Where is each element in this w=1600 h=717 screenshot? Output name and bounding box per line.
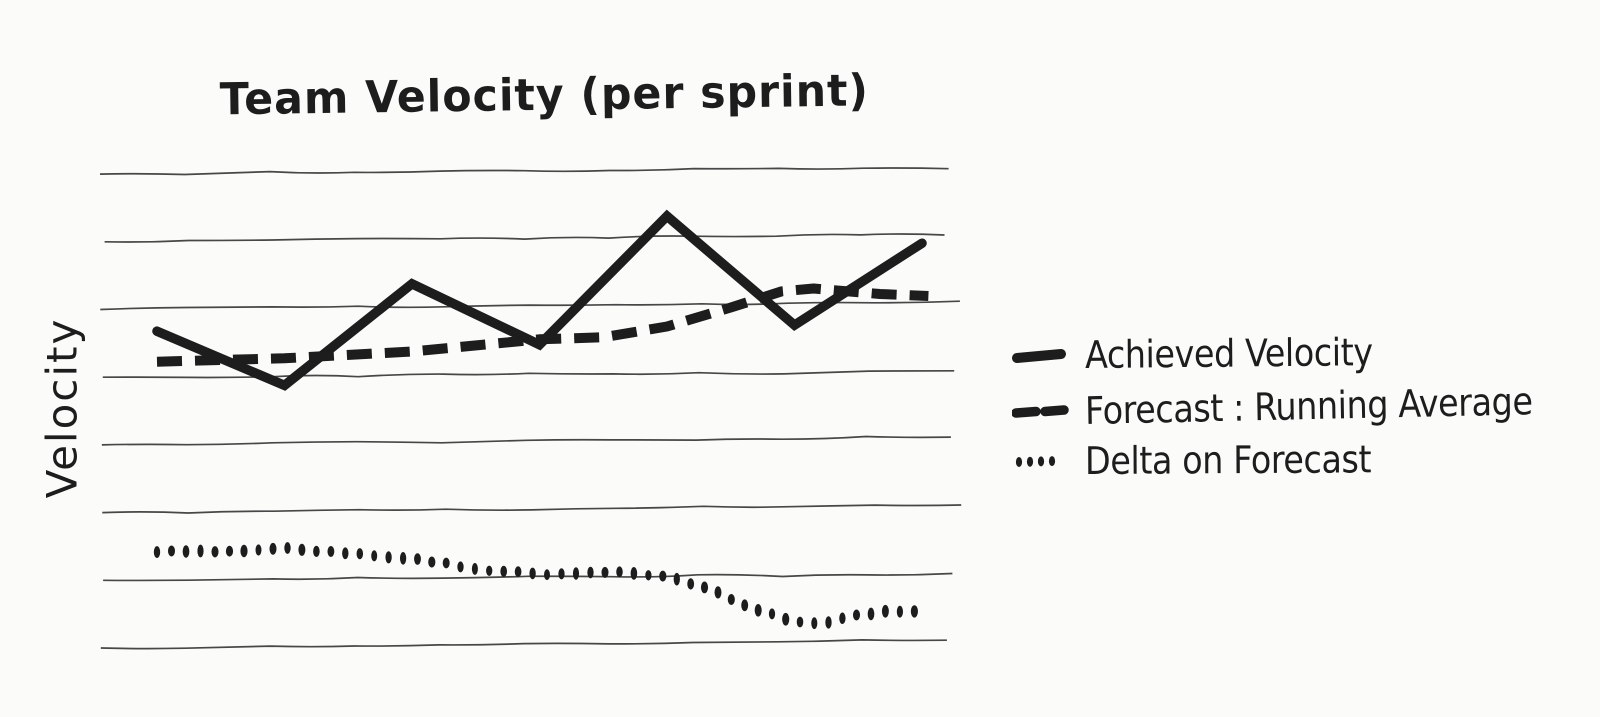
legend-item-achieved-velocity: Achieved Velocity	[1012, 330, 1412, 380]
legend-swatch-dotted-line-icon	[1015, 456, 1056, 467]
legend-label-achieved-velocity: Achieved Velocity	[1084, 330, 1373, 377]
legend-swatch-solid-line-icon	[1012, 349, 1066, 363]
legend-label-delta-on-forecast: Delta on Forecast	[1084, 437, 1372, 483]
legend-item-forecast-running-average: Forecast : Running Average	[1012, 379, 1594, 436]
legend-label-forecast-running-average: Forecast : Running Average	[1084, 379, 1533, 433]
legend-swatch-dashed-line-icon	[1012, 405, 1069, 418]
legend-item-delta-on-forecast: Delta on Forecast	[1012, 436, 1410, 486]
